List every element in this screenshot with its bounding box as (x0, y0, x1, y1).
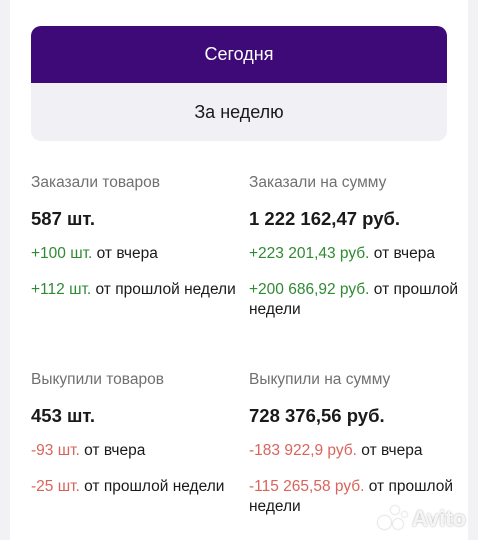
delta-amount: +112 шт. (31, 281, 92, 298)
delta-vs-last-week: -115 265,58 руб. от прошлой недели (249, 477, 464, 517)
tab-week[interactable]: За неделю (31, 83, 447, 141)
delta-amount: +100 шт. (31, 245, 93, 262)
stat-value: 728 376,56 руб. (249, 405, 385, 426)
delta-vs-last-week: -25 шт. от прошлой недели (31, 477, 241, 497)
stat-ordered-goods: Заказали товаров 587 шт. +100 шт. от вче… (31, 172, 241, 300)
stat-value: 587 шт. (31, 208, 96, 229)
watermark-text: Avito (411, 506, 466, 531)
delta-text: от вчера (79, 442, 146, 459)
delta-text: от прошлой недели (79, 478, 225, 495)
stat-ordered-sum: Заказали на сумму 1 222 162,47 руб. +223… (249, 172, 464, 320)
delta-text: от прошлой недели (249, 478, 454, 515)
stat-label: Выкупили на сумму (249, 371, 391, 388)
delta-amount: -115 265,58 руб. (249, 478, 365, 495)
delta-vs-yesterday: +100 шт. от вчера (31, 244, 241, 264)
delta-vs-yesterday: -183 922,9 руб. от вчера (249, 441, 464, 461)
delta-vs-last-week: +112 шт. от прошлой недели (31, 280, 241, 300)
tab-today-label: Сегодня (204, 44, 274, 64)
delta-vs-last-week: +200 686,92 руб. от прошлой недели (249, 280, 464, 320)
stat-label: Заказали на сумму (249, 174, 387, 191)
delta-text: от вчера (92, 245, 158, 262)
delta-text: от вчера (356, 442, 423, 459)
delta-amount: -93 шт. (31, 442, 80, 459)
tab-week-label: За неделю (194, 101, 284, 122)
stat-value: 453 шт. (31, 405, 96, 426)
stat-label: Выкупили товаров (31, 371, 164, 388)
stat-value: 1 222 162,47 руб. (249, 208, 401, 229)
delta-amount: +223 201,43 руб. (249, 245, 370, 262)
delta-amount: +200 686,92 руб. (249, 281, 370, 298)
delta-amount: -25 шт. (31, 478, 80, 495)
stat-bought-goods: Выкупили товаров 453 шт. -93 шт. от вчер… (31, 369, 241, 497)
avito-logo-icon (377, 506, 408, 532)
delta-text: от прошлой недели (91, 281, 236, 298)
delta-amount: -183 922,9 руб. (249, 442, 357, 459)
delta-vs-yesterday: +223 201,43 руб. от вчера (249, 244, 464, 264)
delta-text: от прошлой недели (249, 281, 459, 318)
tab-today[interactable]: Сегодня (31, 26, 447, 83)
stats-card: Сегодня За неделю Заказали товаров 587 ш… (10, 0, 468, 540)
avito-watermark: Avito (377, 506, 466, 532)
delta-text: от вчера (369, 245, 435, 262)
stat-label: Заказали товаров (31, 174, 160, 191)
delta-vs-yesterday: -93 шт. от вчера (31, 441, 241, 461)
stat-bought-sum: Выкупили на сумму 728 376,56 руб. -183 9… (249, 369, 464, 517)
